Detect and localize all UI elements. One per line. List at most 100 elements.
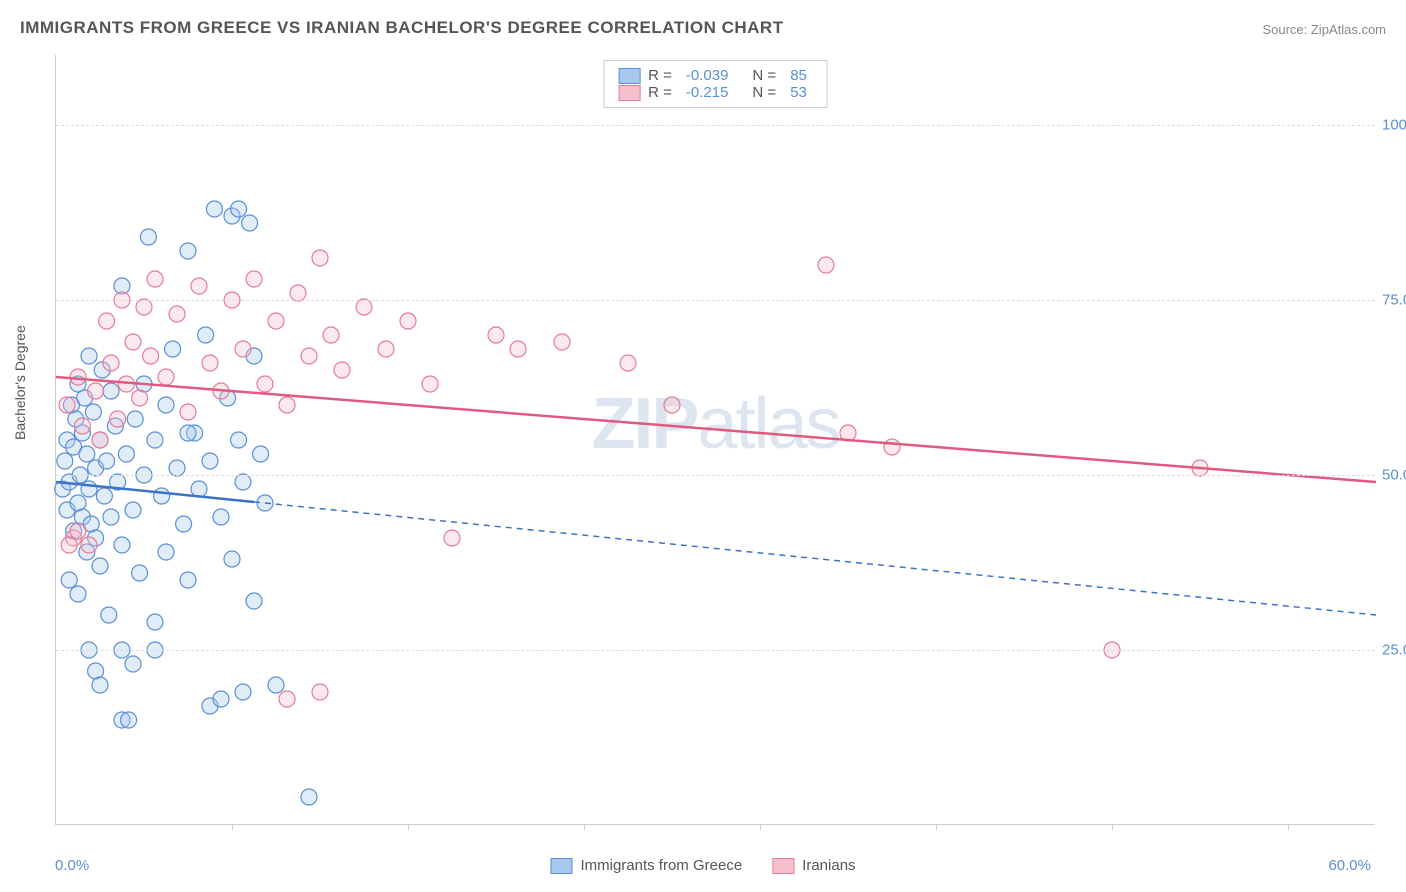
scatter-point-greece: [213, 509, 229, 525]
scatter-point-iranians: [268, 313, 284, 329]
stats-row-iranians: R =-0.215N =53: [618, 84, 813, 101]
r-value: -0.039: [686, 67, 729, 84]
scatter-point-greece: [103, 383, 119, 399]
scatter-point-iranians: [110, 411, 126, 427]
scatter-point-greece: [158, 397, 174, 413]
scatter-point-iranians: [235, 341, 251, 357]
scatter-point-iranians: [620, 355, 636, 371]
scatter-point-greece: [213, 691, 229, 707]
scatter-point-iranians: [279, 691, 295, 707]
source-label: Source: ZipAtlas.com: [1262, 22, 1386, 37]
y-axis-label: Bachelor's Degree: [12, 325, 28, 440]
scatter-point-iranians: [246, 271, 262, 287]
scatter-point-iranians: [323, 327, 339, 343]
x-max-label: 60.0%: [1328, 857, 1371, 874]
scatter-point-greece: [147, 614, 163, 630]
scatter-point-greece: [165, 341, 181, 357]
scatter-point-iranians: [74, 418, 90, 434]
stats-legend: R =-0.039N =85R =-0.215N =53: [603, 60, 828, 108]
scatter-point-iranians: [257, 376, 273, 392]
scatter-point-iranians: [312, 684, 328, 700]
r-label: R =: [648, 84, 672, 101]
scatter-point-greece: [125, 656, 141, 672]
scatter-point-iranians: [202, 355, 218, 371]
scatter-point-greece: [121, 712, 137, 728]
n-value: 53: [790, 84, 807, 101]
scatter-point-greece: [92, 558, 108, 574]
scatter-point-iranians: [81, 537, 97, 553]
gridline-h: [56, 475, 1375, 476]
scatter-point-greece: [180, 572, 196, 588]
scatter-point-iranians: [422, 376, 438, 392]
scatter-point-iranians: [334, 362, 350, 378]
r-value: -0.215: [686, 84, 729, 101]
scatter-point-greece: [147, 432, 163, 448]
scatter-point-iranians: [510, 341, 526, 357]
scatter-point-greece: [140, 229, 156, 245]
x-tick: [1288, 824, 1289, 830]
x-tick: [760, 824, 761, 830]
scatter-point-greece: [235, 474, 251, 490]
swatch-icon: [618, 68, 640, 84]
scatter-point-greece: [154, 488, 170, 504]
scatter-point-greece: [176, 516, 192, 532]
scatter-point-iranians: [356, 299, 372, 315]
scatter-point-iranians: [70, 523, 86, 539]
scatter-point-greece: [92, 677, 108, 693]
scatter-point-greece: [224, 551, 240, 567]
scatter-point-greece: [231, 201, 247, 217]
scatter-point-iranians: [143, 348, 159, 364]
scatter-point-greece: [85, 404, 101, 420]
scatter-point-iranians: [444, 530, 460, 546]
scatter-point-iranians: [312, 250, 328, 266]
swatch-icon: [772, 858, 794, 874]
scatter-point-greece: [198, 327, 214, 343]
scatter-point-greece: [180, 425, 196, 441]
scatter-point-greece: [70, 586, 86, 602]
scatter-point-iranians: [554, 334, 570, 350]
scatter-point-greece: [242, 215, 258, 231]
scatter-point-iranians: [169, 306, 185, 322]
scatter-point-iranians: [147, 271, 163, 287]
scatter-point-iranians: [103, 355, 119, 371]
scatter-point-iranians: [378, 341, 394, 357]
scatter-point-greece: [235, 684, 251, 700]
scatter-point-iranians: [884, 439, 900, 455]
scatter-point-greece: [81, 348, 97, 364]
x-tick: [584, 824, 585, 830]
scatter-point-greece: [169, 460, 185, 476]
y-tick-label: 75.0%: [1382, 292, 1406, 309]
scatter-point-greece: [180, 243, 196, 259]
gridline-h: [56, 650, 1375, 651]
x-tick: [232, 824, 233, 830]
scatter-point-greece: [79, 446, 95, 462]
r-label: R =: [648, 67, 672, 84]
trendline-dashed-greece: [254, 502, 1376, 615]
y-tick-label: 50.0%: [1382, 467, 1406, 484]
n-value: 85: [790, 67, 807, 84]
gridline-h: [56, 125, 1375, 126]
scatter-point-iranians: [92, 432, 108, 448]
scatter-point-greece: [81, 481, 97, 497]
scatter-point-iranians: [59, 397, 75, 413]
scatter-point-iranians: [136, 299, 152, 315]
legend-label: Iranians: [802, 857, 855, 874]
scatter-point-iranians: [61, 537, 77, 553]
scatter-point-iranians: [125, 334, 141, 350]
swatch-icon: [618, 85, 640, 101]
scatter-point-greece: [96, 488, 112, 504]
scatter-point-greece: [99, 453, 115, 469]
gridline-h: [56, 300, 1375, 301]
trendline-iranians: [56, 377, 1376, 482]
scatter-point-iranians: [88, 383, 104, 399]
scatter-point-iranians: [301, 348, 317, 364]
legend-item-iranians: Iranians: [772, 857, 855, 874]
x-tick: [936, 824, 937, 830]
scatter-point-greece: [103, 509, 119, 525]
plot-area: ZIPatlas R =-0.039N =85R =-0.215N =53 25…: [55, 55, 1375, 825]
x-min-label: 0.0%: [55, 857, 89, 874]
scatter-point-greece: [231, 432, 247, 448]
scatter-point-greece: [158, 544, 174, 560]
scatter-point-iranians: [488, 327, 504, 343]
n-label: N =: [752, 67, 776, 84]
